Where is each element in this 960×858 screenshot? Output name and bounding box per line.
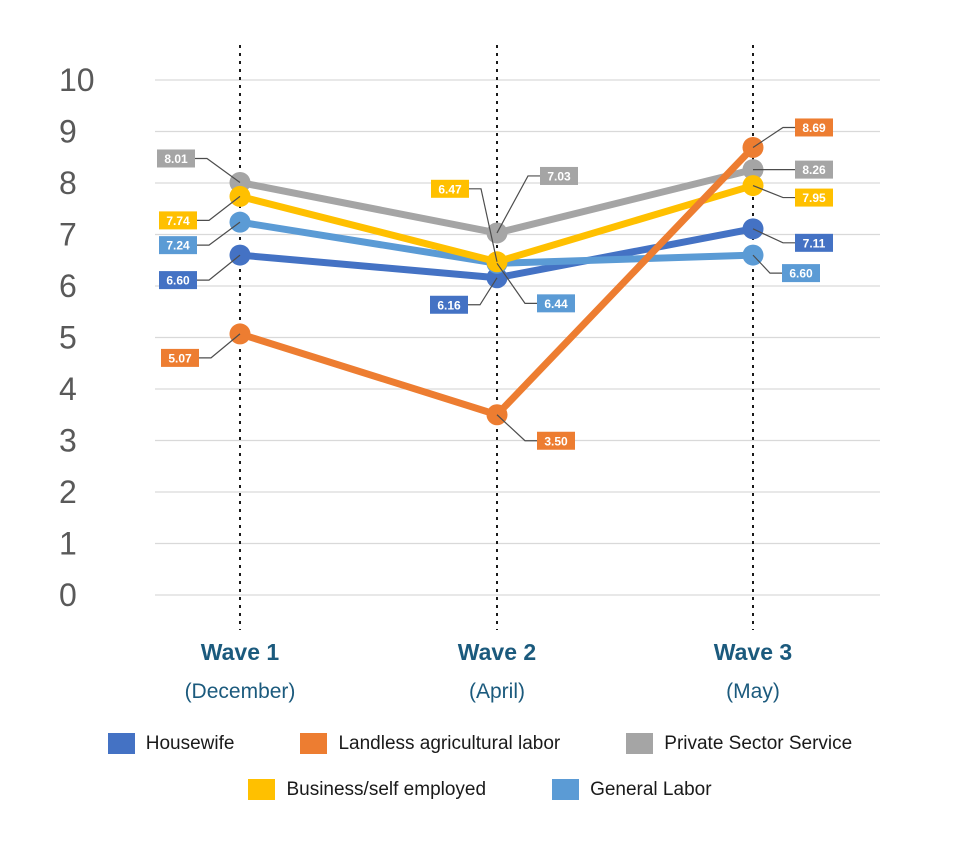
data-label-value: 7.74	[166, 214, 190, 228]
legend-row: Housewife Landless agricultural labor Priv…	[107, 733, 852, 754]
y-tick-label: 6	[59, 268, 77, 304]
label-leader-line	[197, 195, 241, 221]
legend-label: General Labor	[590, 779, 712, 800]
legend-color-swatch	[300, 733, 328, 754]
label-leader-line	[752, 126, 795, 148]
data-label-value: 6.16	[437, 298, 461, 312]
gridlines	[155, 79, 880, 596]
y-tick-label: 1	[59, 526, 77, 562]
y-tick-label: 10	[59, 62, 95, 98]
legend-item-landless-agricultural-labor: Landless agricultural labor	[300, 733, 560, 754]
chart-legend: Housewife Landless agricultural labor Priv…	[0, 733, 960, 800]
legend-color-swatch	[248, 779, 276, 800]
data-label-box	[795, 160, 833, 179]
legend-color-swatch	[107, 733, 135, 754]
data-label-value: 8.01	[164, 152, 188, 166]
y-tick-label: 9	[59, 114, 77, 150]
legend-row: Business/self employed General Labor	[248, 779, 712, 800]
data-label-value: 6.60	[789, 267, 813, 281]
data-label-box	[540, 166, 578, 185]
label-leader-line	[496, 262, 537, 304]
label-leader-line	[752, 228, 795, 244]
y-tick-label: 4	[59, 371, 77, 407]
legend-color-swatch	[552, 779, 580, 800]
legend-label: Landless agricultural labor	[338, 733, 561, 754]
data-label-value: 6.60	[166, 274, 190, 288]
x-tick-label: Wave 3	[714, 639, 792, 665]
label-leader-line	[752, 254, 782, 274]
x-tick-sublabel: (April)	[469, 680, 525, 703]
data-label-value: 6.47	[438, 182, 462, 196]
data-label-box	[537, 294, 575, 313]
data-label-box	[159, 211, 197, 230]
legend-label: Business/self employed	[286, 779, 487, 800]
label-leader-line	[496, 414, 537, 442]
data-label-box	[782, 264, 820, 283]
data-label-value: 5.07	[168, 351, 192, 365]
x-tick-sublabel: (December)	[185, 680, 296, 703]
y-tick-label: 3	[59, 423, 77, 459]
legend-item-housewife: Housewife	[107, 733, 235, 754]
data-label-value: 7.95	[802, 191, 826, 205]
data-label-value: 6.44	[544, 297, 568, 311]
legend-label: Private Sector Service	[664, 733, 853, 754]
data-label-box	[431, 179, 469, 198]
y-tick-label: 0	[59, 577, 77, 613]
label-leader-line	[469, 188, 498, 262]
data-label-box	[795, 233, 833, 252]
y-tick-label: 8	[59, 165, 77, 201]
label-leader-line	[195, 157, 241, 183]
x-tick-label: Wave 1	[201, 639, 280, 665]
label-leader-line	[199, 333, 241, 359]
legend-item-business-self-employed: Business/self employed	[248, 779, 486, 800]
label-leader-line	[752, 185, 795, 199]
legend-item-private-sector-service: Private Sector Service	[626, 733, 852, 754]
y-tick-label: 5	[59, 320, 77, 356]
data-label-box	[430, 295, 468, 314]
label-leader-line	[468, 277, 498, 306]
data-label-value: 8.26	[802, 163, 826, 177]
data-label-value: 7.11	[803, 236, 826, 250]
data-label-box	[159, 271, 197, 290]
y-tick-label: 2	[59, 474, 77, 510]
x-tick-sublabel: (May)	[726, 680, 780, 703]
y-tick-label: 7	[59, 217, 77, 253]
data-label-value: 3.50	[544, 434, 568, 448]
data-label-value: 7.03	[547, 169, 571, 183]
data-label-box	[161, 348, 199, 367]
data-labels: 8.01 7.03 8.26 6.60 6.16 7.11 7.24 6.44 6.60 7.74…	[157, 118, 833, 450]
data-label-box	[795, 118, 833, 137]
label-leader-line	[197, 221, 241, 246]
data-label-value: 7.24	[166, 239, 190, 253]
legend-label: Housewife	[145, 733, 235, 754]
data-label-box	[537, 431, 575, 450]
data-label-box	[157, 149, 195, 168]
data-label-value: 8.69	[802, 121, 826, 135]
label-leader-line	[197, 254, 241, 281]
label-leader-line	[496, 175, 540, 234]
legend-item-general-labor: General Labor	[552, 779, 712, 800]
legend-color-swatch	[626, 733, 654, 754]
data-label-box	[159, 236, 197, 255]
x-tick-label: Wave 2	[458, 639, 536, 665]
data-label-box	[795, 188, 833, 207]
